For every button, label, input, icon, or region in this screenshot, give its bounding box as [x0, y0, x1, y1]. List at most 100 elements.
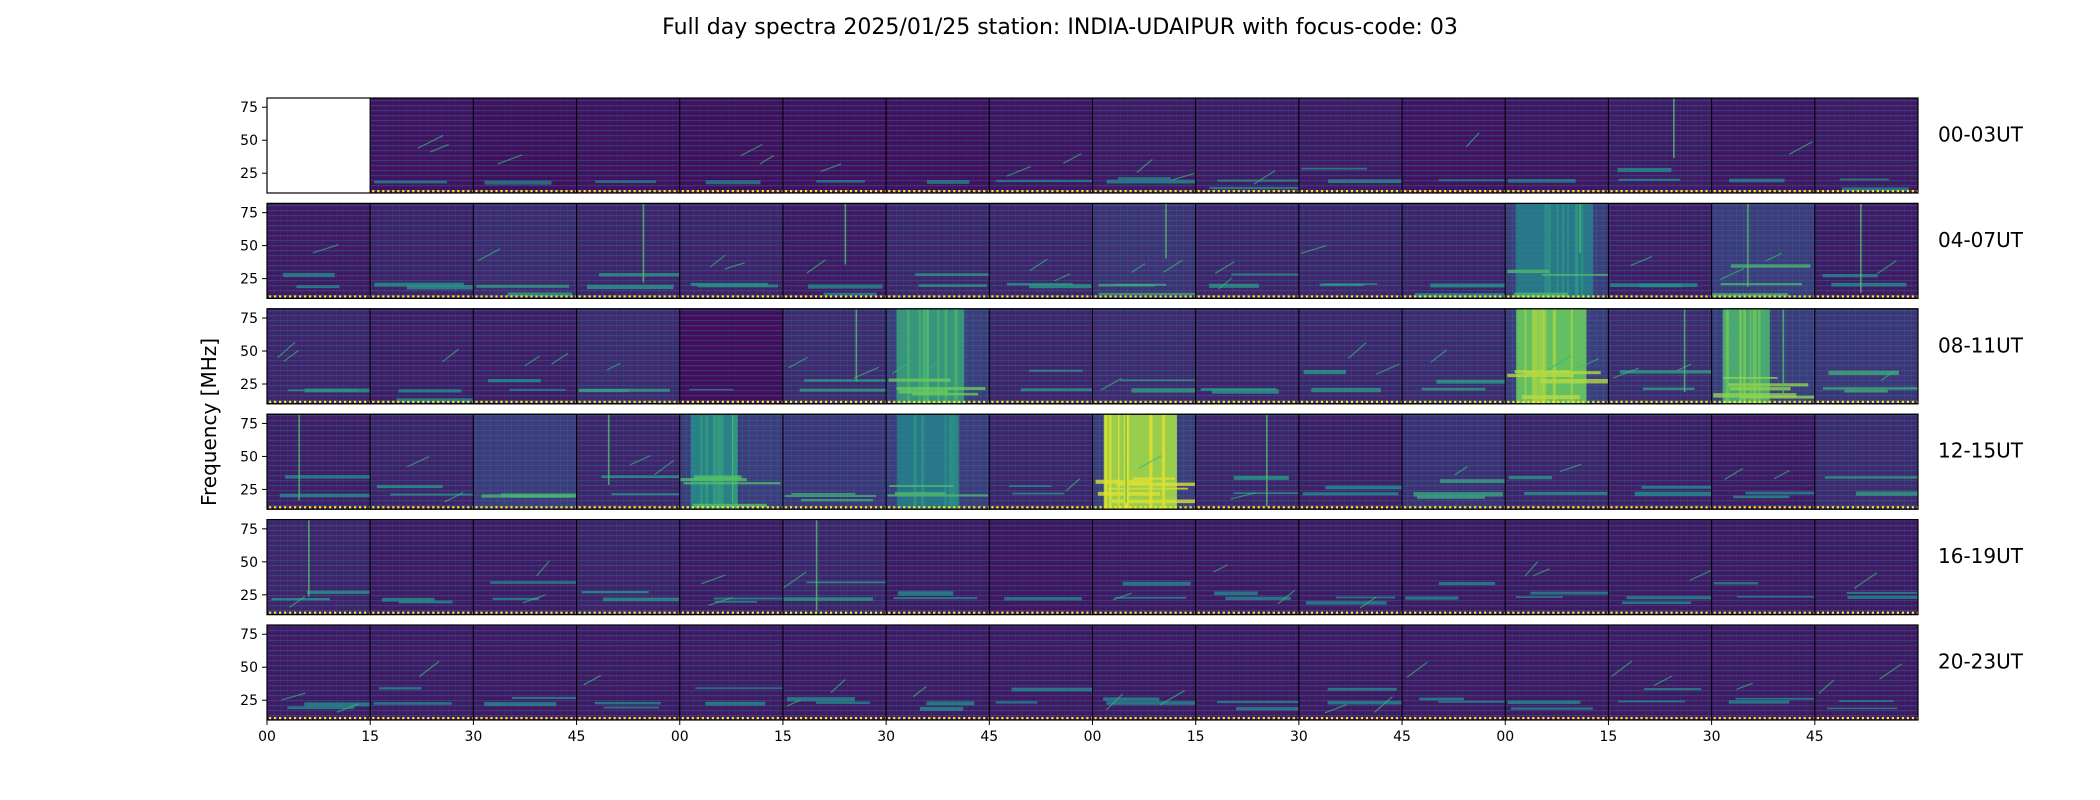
spectrogram-cell [576, 519, 681, 616]
spectrogram-cell [1195, 624, 1300, 721]
spectrogram-cell [885, 624, 990, 721]
x-tick-label: 30 [877, 729, 895, 745]
spectrogram-cell [1195, 519, 1300, 616]
y-tick-label: 50 [240, 660, 258, 676]
spectrogram-cell [782, 624, 887, 721]
spectrogram-cell [1711, 97, 1816, 194]
spectra-row-5: 75 50 25 20-23UT [240, 624, 2024, 721]
spectrogram-cell [1195, 308, 1300, 405]
spectrogram-cell [1195, 97, 1300, 194]
spectrogram-cell [988, 519, 1093, 616]
spectrogram-cell [1298, 202, 1403, 299]
spectrogram-cell [266, 202, 371, 299]
spectrogram-cell [1504, 519, 1609, 616]
spectra-row-2: 75 50 25 08-11UT [240, 308, 2024, 405]
spectrogram-cell [885, 413, 990, 510]
spectrogram-cell [1401, 413, 1506, 510]
spectrogram-cell [1298, 624, 1403, 721]
spectrogram-cell [266, 308, 371, 405]
y-tick-label: 75 [240, 311, 258, 327]
spectrogram-cell [1814, 308, 1919, 405]
spectrogram-cell [576, 413, 681, 510]
y-tick-label: 75 [240, 416, 258, 432]
x-tick-label: 15 [774, 729, 792, 745]
spectrogram-cell [1814, 97, 1919, 194]
spectrogram-cell [679, 97, 784, 194]
spectrogram-cell [988, 624, 1093, 721]
spectrogram-cell [369, 519, 474, 616]
spectrogram-cell [266, 97, 371, 194]
spectrogram-cell [1814, 202, 1919, 299]
spectrogram-cell [988, 308, 1093, 405]
spectrogram-cell [782, 413, 887, 510]
spectrogram-cell [369, 413, 474, 510]
y-tick-label: 25 [240, 588, 258, 604]
x-tick-label: 30 [1703, 729, 1721, 745]
spectrogram-cell [472, 308, 578, 405]
spectrogram-cell [1607, 519, 1713, 616]
spectrogram-cell [1711, 202, 1816, 299]
y-tick-label: 25 [240, 482, 258, 498]
x-tick-label: 00 [1084, 729, 1102, 745]
spectrogram-cell [1607, 413, 1713, 510]
row-label: 12-15UT [1938, 439, 2024, 463]
y-tick-label: 75 [240, 100, 258, 116]
spectrogram-cell [576, 97, 681, 194]
row-frame [266, 413, 1919, 510]
spectrogram-cell [1092, 308, 1197, 405]
spectra-row-4: 75 50 25 16-19UT [240, 518, 2024, 616]
spectrogram-cell [369, 624, 474, 721]
row-frame [266, 518, 1919, 616]
row-frame [266, 202, 1919, 299]
spectrogram-cell [988, 413, 1093, 510]
spectrogram-cell [1607, 97, 1713, 194]
spectrogram-cell [1504, 308, 1609, 405]
chart-title: Full day spectra 2025/01/25 station: IND… [662, 15, 1458, 40]
spectrogram-cell [1401, 308, 1506, 405]
spectrogram-cell [679, 413, 784, 510]
row-label: 08-11UT [1938, 333, 2024, 357]
y-tick-label: 75 [240, 206, 258, 222]
y-tick-label: 25 [240, 377, 258, 393]
spectrogram-cell [679, 519, 784, 616]
spectrogram-cell [1814, 413, 1919, 510]
spectrogram-cell [472, 413, 578, 510]
spectrogram-cell [1504, 624, 1609, 721]
spectrogram-cell [1401, 202, 1506, 299]
spectrogram-cell [1092, 97, 1197, 194]
x-tick-label: 00 [671, 729, 689, 745]
x-tick-label: 15 [1187, 729, 1205, 745]
spectrogram-cell [782, 202, 887, 299]
spectrogram-cell [1298, 413, 1403, 510]
y-tick-label: 75 [240, 522, 258, 538]
spectrogram-cell [1401, 624, 1506, 721]
spectrogram-cell [679, 308, 784, 405]
y-tick-label: 50 [240, 449, 258, 465]
row-frame [266, 97, 1919, 194]
spectrogram-cell [885, 519, 990, 616]
spectrogram-cell [1711, 308, 1816, 405]
spectrogram-cell [1711, 624, 1816, 721]
spectrogram-cell [472, 624, 578, 721]
x-tick-label: 45 [1806, 729, 1824, 745]
spectrogram-cell [266, 624, 371, 721]
spectrogram-cell [1298, 308, 1403, 405]
spectrogram-cell [1298, 97, 1403, 194]
x-tick-label: 15 [1600, 729, 1618, 745]
spectra-row-0: 75 50 25 00-03UT [240, 97, 2024, 194]
x-tick-label: 30 [464, 729, 482, 745]
spectrogram-cell [1195, 202, 1300, 299]
spectrogram-cell [1092, 624, 1197, 721]
spectrogram-cell [1607, 202, 1713, 299]
row-label: 04-07UT [1938, 228, 2024, 252]
spectrogram-cell [472, 97, 578, 194]
spectrogram-cell [1195, 413, 1300, 510]
spectrogram-cell [576, 624, 681, 721]
spectrogram-cell [1401, 519, 1506, 616]
spectrogram-cell [576, 308, 681, 405]
y-axis-label: Frequency [MHz] [197, 338, 221, 506]
spectra-row-3: 75 50 25 12-15UT [240, 413, 2024, 510]
spectrogram-cell [988, 202, 1093, 299]
spectrogram-cell [1504, 413, 1609, 510]
